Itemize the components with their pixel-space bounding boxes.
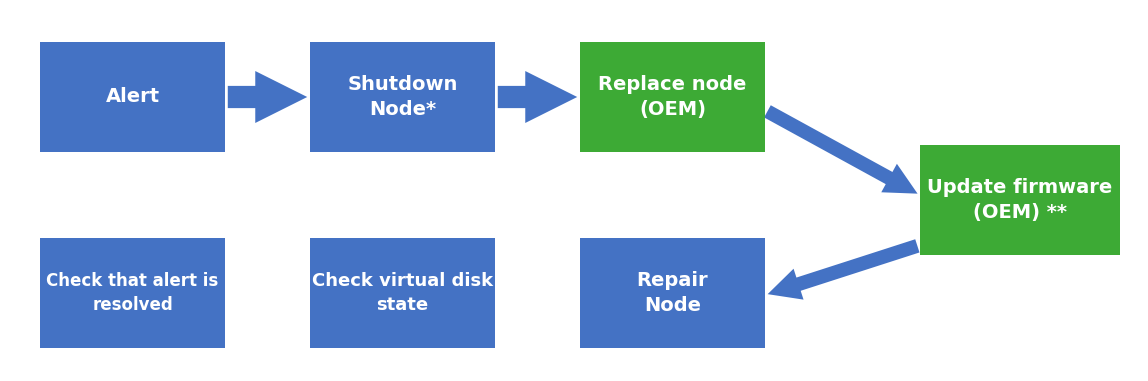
Text: Shutdown
Node*: Shutdown Node* [348,75,458,119]
FancyBboxPatch shape [310,42,495,152]
FancyBboxPatch shape [580,42,765,152]
Text: Check that alert is
resolved: Check that alert is resolved [46,272,218,314]
FancyBboxPatch shape [310,238,495,348]
FancyBboxPatch shape [40,238,225,348]
FancyBboxPatch shape [40,42,225,152]
FancyBboxPatch shape [920,145,1120,255]
Text: Alert: Alert [106,88,160,107]
Text: Replace node
(OEM): Replace node (OEM) [598,75,746,119]
Text: Check virtual disk
state: Check virtual disk state [312,272,492,314]
Text: Update firmware
(OEM) **: Update firmware (OEM) ** [928,178,1112,222]
FancyBboxPatch shape [580,238,765,348]
Text: Repair
Node: Repair Node [637,271,708,315]
